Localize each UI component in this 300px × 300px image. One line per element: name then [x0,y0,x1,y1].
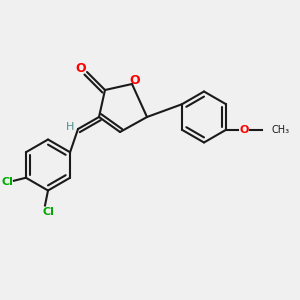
Text: O: O [130,74,140,88]
Text: CH₃: CH₃ [271,125,289,135]
Text: H: H [66,122,75,133]
Text: O: O [239,125,249,135]
Text: O: O [76,62,86,76]
Text: Cl: Cl [2,177,14,187]
Text: Cl: Cl [42,206,54,217]
